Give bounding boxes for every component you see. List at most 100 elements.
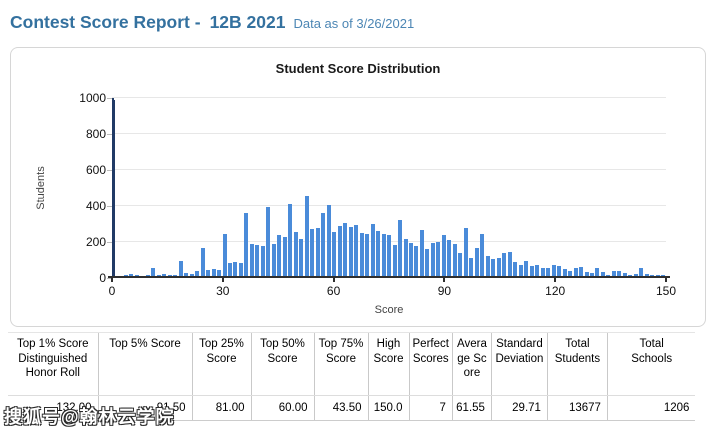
- histogram-bar: [469, 257, 474, 276]
- x-axis-line: [108, 276, 670, 278]
- histogram-bar: [151, 268, 156, 276]
- histogram-bar: [211, 268, 216, 276]
- histogram-bar: [315, 228, 320, 276]
- y-tick: [107, 170, 112, 171]
- histogram-bar: [206, 270, 211, 276]
- y-tick: [107, 206, 112, 207]
- table-value-cell: 29.71: [490, 395, 548, 421]
- histogram-bar: [485, 255, 490, 276]
- x-axis-title: Score: [374, 304, 404, 316]
- y-tick-label: 400: [85, 199, 106, 213]
- table-value-cell: 1206: [606, 395, 696, 421]
- table-header-cell: Total Schools: [606, 332, 696, 396]
- histogram-bar: [535, 265, 540, 276]
- histogram-bar: [447, 240, 452, 276]
- x-tick: [665, 278, 667, 282]
- histogram-bar: [568, 270, 573, 276]
- histogram-bar: [260, 245, 265, 276]
- histogram-bar: [546, 267, 551, 276]
- histogram-bar: [227, 263, 232, 276]
- table-value-cell: 81.00: [191, 395, 251, 421]
- table-header-cell: Top 1% Score Distinguished Honor Roll: [8, 332, 98, 396]
- histogram-bar: [184, 273, 189, 276]
- histogram-bar: [491, 258, 496, 276]
- table-header-cell: Top 75% Score: [313, 332, 368, 396]
- histogram-bar: [387, 234, 392, 276]
- plot-area: [108, 97, 670, 278]
- data-as-of-label: Data as of 3/26/2021: [293, 16, 415, 31]
- histogram-bar: [304, 195, 309, 276]
- histogram-bar: [655, 275, 660, 276]
- y-tick-label: 800: [85, 127, 106, 141]
- watermark: 搜狐号@翰林云学院: [4, 407, 175, 427]
- histogram-bar: [639, 268, 644, 276]
- histogram-bar: [348, 227, 353, 276]
- histogram-bar: [518, 264, 523, 276]
- x-tick: [443, 278, 446, 282]
- stats-table: Top 1% Score Distinguished Honor Roll Top…: [8, 332, 696, 421]
- histogram-bar: [398, 219, 403, 276]
- histogram-bar: [326, 205, 331, 276]
- histogram-bar: [644, 273, 649, 276]
- report-title: Contest Score Report -: [10, 12, 201, 32]
- histogram-bar: [337, 225, 342, 276]
- gridline: [112, 133, 666, 134]
- histogram-bar: [562, 268, 567, 276]
- histogram-bar: [233, 261, 238, 276]
- x-tick: [111, 278, 113, 282]
- histogram-bar: [633, 273, 638, 276]
- histogram-bar: [557, 265, 562, 276]
- table-value-cell: 7: [408, 395, 453, 421]
- histogram-bar: [255, 245, 260, 276]
- histogram-bar: [540, 268, 545, 276]
- histogram-bar: [600, 272, 605, 276]
- histogram-bar: [463, 227, 468, 276]
- histogram-bar: [392, 245, 397, 276]
- y-tick: [107, 134, 112, 135]
- histogram-bar: [480, 234, 485, 276]
- histogram-bar: [277, 234, 282, 276]
- histogram-bar: [458, 253, 463, 276]
- x-tick: [332, 278, 335, 282]
- y-axis-title: Students: [35, 166, 47, 210]
- table-header-row: Top 1% Score Distinguished Honor Roll Top…: [8, 332, 696, 396]
- histogram-bar: [134, 275, 139, 276]
- histogram-bar: [496, 257, 501, 276]
- gridline: [112, 205, 666, 206]
- histogram-bar: [343, 222, 348, 276]
- histogram-bar: [436, 242, 441, 276]
- gridline: [112, 97, 666, 98]
- histogram-bar: [249, 244, 254, 276]
- histogram-bar: [359, 232, 364, 276]
- x-tick-label: 90: [437, 284, 452, 298]
- histogram-bar: [617, 270, 622, 276]
- histogram-bar: [365, 233, 370, 276]
- histogram-bar: [370, 224, 375, 276]
- histogram-bar: [573, 267, 578, 276]
- histogram-bar: [452, 243, 457, 276]
- table-value-cell: 150.0: [367, 395, 409, 421]
- x-tick: [554, 278, 557, 282]
- histogram-bar-score-0: [112, 99, 115, 276]
- histogram-bar: [661, 274, 666, 276]
- histogram-bar: [266, 206, 271, 276]
- histogram-bar: [195, 271, 200, 276]
- histogram-bar: [579, 267, 584, 276]
- histogram-bar: [611, 271, 616, 276]
- histogram-bar: [606, 274, 611, 276]
- histogram-bar: [430, 242, 435, 276]
- table-value-cell: 61.55: [451, 395, 492, 421]
- histogram-bar: [156, 275, 161, 276]
- histogram-bar: [299, 238, 304, 276]
- histogram-bar: [628, 275, 633, 276]
- histogram-bar: [217, 269, 222, 276]
- x-tick-label: 0: [108, 284, 116, 298]
- histogram-bar: [332, 232, 337, 276]
- histogram-bar: [425, 249, 430, 276]
- histogram-bar: [524, 260, 529, 276]
- histogram-bar: [189, 273, 194, 276]
- histogram-bar: [403, 239, 408, 276]
- histogram-bar: [502, 253, 507, 276]
- y-tick: [107, 98, 112, 99]
- y-tick-label: 0: [99, 271, 106, 285]
